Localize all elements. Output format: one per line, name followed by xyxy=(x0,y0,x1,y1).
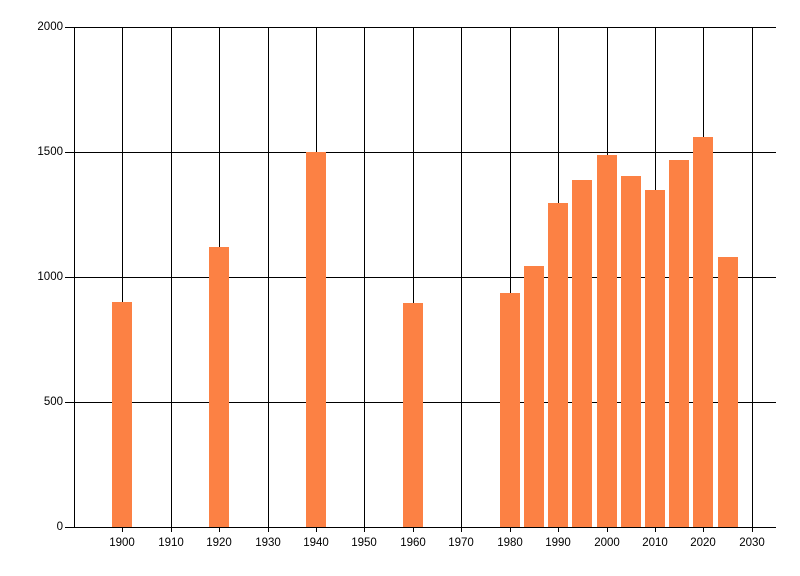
bar xyxy=(523,265,544,527)
y-tick-label: 2000 xyxy=(37,21,63,33)
grid-line-y xyxy=(65,527,776,528)
bar xyxy=(572,179,593,527)
x-tick-label: 1950 xyxy=(351,537,377,549)
y-axis-line xyxy=(74,27,75,527)
bar xyxy=(693,137,714,527)
grid-line-y xyxy=(65,152,776,153)
x-tick-label: 1900 xyxy=(109,537,135,549)
bar xyxy=(669,159,690,527)
bar xyxy=(402,303,423,527)
grid-line-x xyxy=(122,27,123,532)
x-tick-label: 1920 xyxy=(206,537,232,549)
x-tick-label: 2030 xyxy=(739,537,765,549)
bar xyxy=(596,154,617,527)
x-tick-label: 1910 xyxy=(158,537,184,549)
x-tick-label: 1980 xyxy=(497,537,523,549)
bar xyxy=(717,257,738,527)
x-tick-label: 1940 xyxy=(303,537,329,549)
x-tick-label: 1930 xyxy=(255,537,281,549)
grid-line-y xyxy=(65,277,776,278)
grid-line-x xyxy=(510,27,511,532)
x-tick-label: 2020 xyxy=(690,537,716,549)
x-tick-label: 1990 xyxy=(545,537,571,549)
y-tick-label: 1000 xyxy=(37,271,63,283)
bar xyxy=(499,293,520,527)
grid-line-x xyxy=(413,27,414,532)
x-tick-label: 2000 xyxy=(594,537,620,549)
y-tick-label: 0 xyxy=(56,521,63,533)
grid-line-x xyxy=(364,27,365,532)
y-tick-label: 500 xyxy=(43,396,63,408)
bar xyxy=(112,302,133,527)
grid-line-y xyxy=(65,27,776,28)
x-tick-label: 2010 xyxy=(642,537,668,549)
y-tick-label: 1500 xyxy=(37,146,63,158)
grid-line-x xyxy=(171,27,172,532)
bar xyxy=(306,152,327,527)
grid-line-x xyxy=(461,27,462,532)
bar xyxy=(620,175,641,527)
grid-line-x xyxy=(752,27,753,532)
x-tick-label: 1960 xyxy=(400,537,426,549)
bar xyxy=(548,203,569,527)
bar xyxy=(209,247,230,527)
bar xyxy=(644,189,665,527)
grid-line-x xyxy=(268,27,269,532)
x-tick-label: 1970 xyxy=(448,537,474,549)
